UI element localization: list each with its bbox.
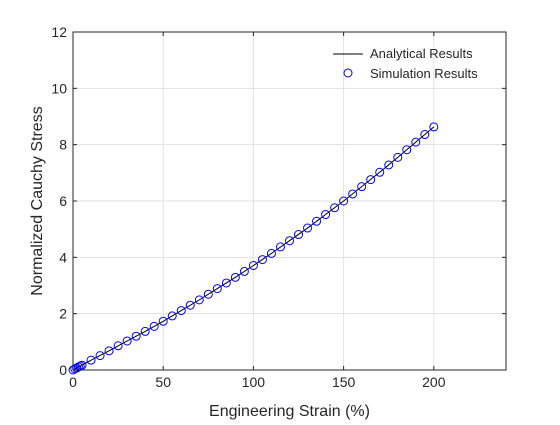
legend-label-simulation: Simulation Results (370, 66, 478, 81)
simulation-point (239, 266, 249, 276)
simulation-point (221, 278, 231, 288)
simulation-point (131, 331, 141, 341)
x-axis-label: Engineering Strain (%) (209, 403, 370, 420)
simulation-point (86, 355, 96, 365)
y-tick-label: 2 (59, 306, 67, 322)
simulation-point (140, 326, 150, 336)
simulation-point (303, 223, 313, 233)
simulation-point (285, 236, 294, 246)
simulation-point (402, 145, 412, 155)
simulation-point (257, 255, 267, 265)
simulation-point (312, 216, 322, 226)
simulation-point (393, 152, 403, 162)
simulation-point (230, 272, 240, 282)
y-tick-label: 4 (59, 249, 67, 265)
data-series (68, 122, 439, 375)
x-tick-label: 0 (69, 374, 77, 390)
simulation-point (266, 248, 276, 258)
legend-circle-swatch (343, 68, 353, 78)
simulation-point (375, 167, 385, 177)
simulation-point (411, 137, 421, 147)
y-tick-label: 6 (59, 193, 67, 209)
x-tick-label: 50 (155, 374, 171, 390)
simulation-point (330, 203, 340, 213)
x-tick-label: 200 (422, 374, 446, 390)
y-tick-label: 10 (51, 80, 67, 96)
simulation-point (321, 210, 331, 220)
simulation-point (348, 189, 358, 199)
simulation-point (339, 196, 349, 206)
simulation-point (149, 321, 159, 331)
simulation-point (185, 300, 195, 310)
simulation-point (95, 351, 105, 361)
simulation-point (104, 346, 114, 356)
simulation-point (194, 295, 204, 305)
simulation-point (275, 242, 285, 252)
simulation-point (248, 261, 258, 270)
y-axis-label: Normalized Cauchy Stress (29, 106, 46, 295)
simulation-point (212, 284, 222, 294)
simulation-point (158, 316, 168, 326)
legend-label-analytical: Analytical Results (370, 46, 473, 61)
simulation-point (294, 230, 304, 240)
x-tick-label: 150 (332, 374, 356, 390)
legend: Analytical Results Simulation Results (333, 46, 478, 81)
simulation-point (429, 122, 439, 132)
simulation-point (77, 360, 87, 370)
y-tick-label: 8 (59, 137, 67, 153)
simulation-point (420, 130, 430, 140)
x-tick-label: 100 (242, 374, 266, 390)
y-tick-label: 0 (59, 362, 67, 378)
simulation-point (113, 341, 123, 351)
simulation-point (357, 182, 367, 192)
simulation-point (366, 175, 376, 185)
simulation-point (167, 311, 177, 321)
y-tick-label: 12 (51, 24, 67, 40)
simulation-point (203, 289, 213, 299)
simulation-point (122, 336, 132, 346)
axes: 0 50 100 150 200 0 2 4 6 8 10 12 (51, 24, 507, 390)
simulation-point (176, 306, 186, 316)
simulation-point (384, 160, 394, 170)
